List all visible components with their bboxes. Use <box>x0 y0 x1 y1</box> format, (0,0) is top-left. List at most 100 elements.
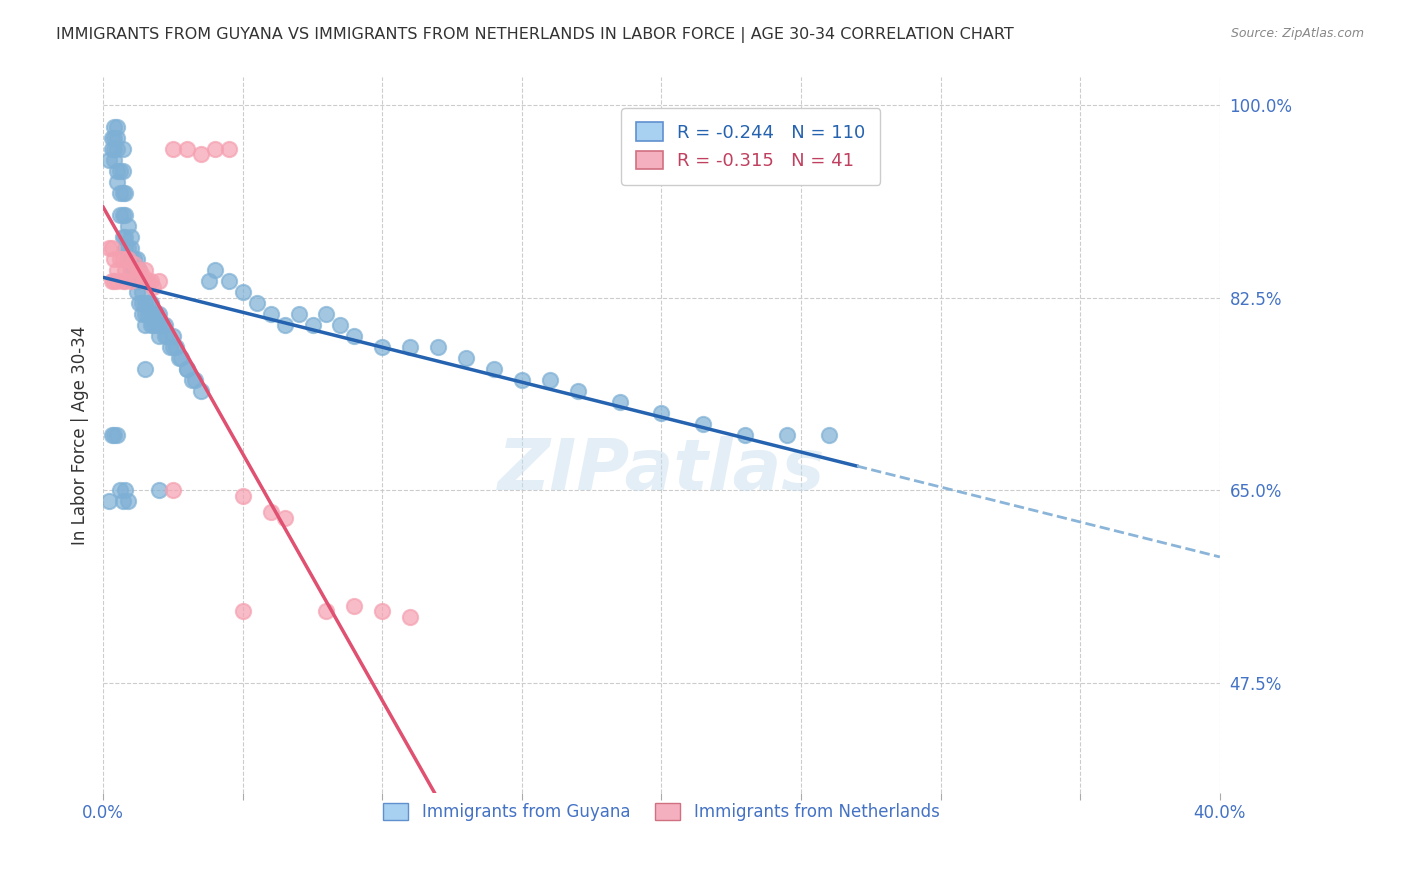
Point <box>156 329 179 343</box>
Point <box>103 142 125 156</box>
Point <box>162 142 184 156</box>
Point <box>190 147 212 161</box>
Point <box>105 428 128 442</box>
Point <box>454 351 477 365</box>
Point <box>103 131 125 145</box>
Point <box>218 142 240 156</box>
Point <box>125 274 148 288</box>
Point <box>120 274 142 288</box>
Point <box>650 406 672 420</box>
Point <box>131 285 153 299</box>
Point <box>103 153 125 167</box>
Point <box>162 483 184 497</box>
Point <box>105 263 128 277</box>
Point <box>117 219 139 233</box>
Point <box>128 263 150 277</box>
Point <box>103 428 125 442</box>
Point <box>145 307 167 321</box>
Point <box>105 274 128 288</box>
Point <box>301 318 323 332</box>
Point <box>114 230 136 244</box>
Point <box>159 340 181 354</box>
Point <box>105 164 128 178</box>
Text: IMMIGRANTS FROM GUYANA VS IMMIGRANTS FROM NETHERLANDS IN LABOR FORCE | AGE 30-34: IMMIGRANTS FROM GUYANA VS IMMIGRANTS FRO… <box>56 27 1014 43</box>
Point <box>427 340 450 354</box>
Point <box>120 241 142 255</box>
Point <box>128 263 150 277</box>
Point <box>134 307 156 321</box>
Point <box>139 274 162 288</box>
Point <box>343 329 366 343</box>
Point <box>114 186 136 200</box>
Point <box>190 384 212 398</box>
Point <box>139 296 162 310</box>
Point <box>97 241 120 255</box>
Legend: Immigrants from Guyana, Immigrants from Netherlands: Immigrants from Guyana, Immigrants from … <box>370 789 953 834</box>
Point <box>176 362 198 376</box>
Point <box>167 351 190 365</box>
Point <box>371 340 394 354</box>
Point <box>114 241 136 255</box>
Point <box>198 274 221 288</box>
Point <box>120 230 142 244</box>
Point <box>315 604 337 618</box>
Point <box>125 285 148 299</box>
Point <box>170 351 193 365</box>
Point <box>184 373 207 387</box>
Point <box>232 604 254 618</box>
Point <box>134 263 156 277</box>
Point <box>232 285 254 299</box>
Point <box>111 164 134 178</box>
Point <box>105 142 128 156</box>
Point <box>148 274 170 288</box>
Point <box>232 489 254 503</box>
Point <box>125 252 148 266</box>
Point <box>510 373 533 387</box>
Point <box>259 505 281 519</box>
Point <box>246 296 269 310</box>
Point <box>329 318 352 332</box>
Point <box>108 186 131 200</box>
Point <box>103 274 125 288</box>
Point <box>142 318 165 332</box>
Point <box>114 208 136 222</box>
Point <box>134 362 156 376</box>
Point <box>111 274 134 288</box>
Point <box>148 318 170 332</box>
Y-axis label: In Labor Force | Age 30-34: In Labor Force | Age 30-34 <box>72 326 89 545</box>
Point <box>122 258 145 272</box>
Point <box>117 241 139 255</box>
Point <box>259 307 281 321</box>
Point <box>609 395 631 409</box>
Point <box>111 494 134 508</box>
Point <box>111 186 134 200</box>
Point <box>114 263 136 277</box>
Point <box>134 296 156 310</box>
Point <box>128 296 150 310</box>
Point <box>153 329 176 343</box>
Point <box>111 142 134 156</box>
Point <box>145 318 167 332</box>
Point <box>734 428 756 442</box>
Point <box>111 252 134 266</box>
Point <box>108 483 131 497</box>
Point <box>131 307 153 321</box>
Point <box>122 252 145 266</box>
Point <box>103 120 125 134</box>
Point <box>287 307 309 321</box>
Point <box>136 307 159 321</box>
Point <box>114 274 136 288</box>
Point <box>105 131 128 145</box>
Point <box>131 296 153 310</box>
Point <box>692 417 714 431</box>
Point <box>399 609 422 624</box>
Text: ZIPatlas: ZIPatlas <box>498 436 825 505</box>
Point <box>567 384 589 398</box>
Point <box>371 604 394 618</box>
Point <box>100 274 122 288</box>
Point <box>153 318 176 332</box>
Point <box>120 252 142 266</box>
Point <box>131 268 153 283</box>
Point <box>117 494 139 508</box>
Point <box>181 373 204 387</box>
